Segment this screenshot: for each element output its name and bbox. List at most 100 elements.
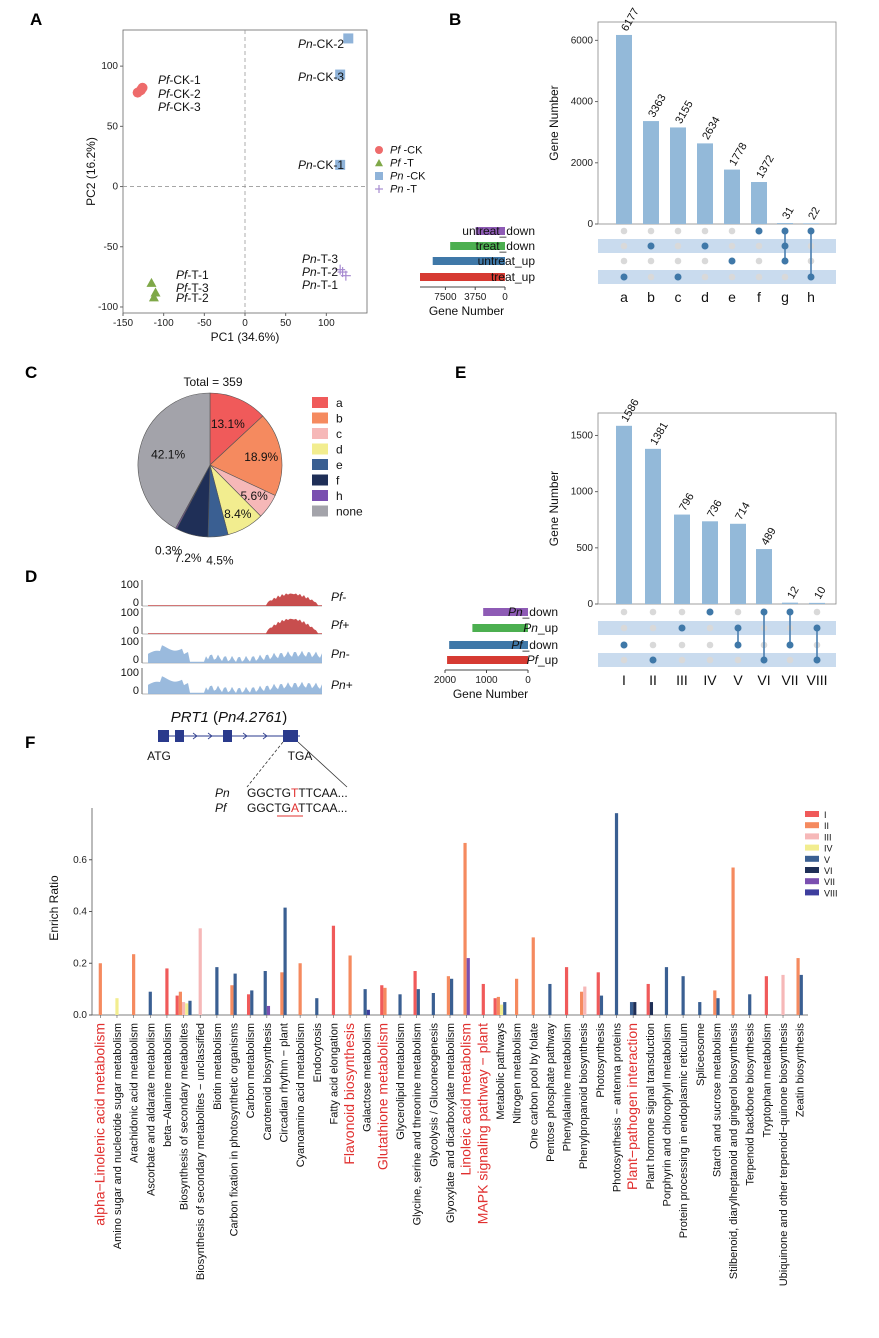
- enrich-bar: [230, 985, 234, 1015]
- data-point: [137, 82, 148, 93]
- category-label: VII: [781, 672, 798, 688]
- exon-block: [175, 730, 184, 742]
- legend-swatch: [805, 855, 819, 862]
- category-label: V: [733, 672, 743, 688]
- zoom-line-left: [246, 741, 284, 788]
- data-point: [375, 185, 383, 193]
- data-point: [335, 159, 346, 170]
- pathway-label: alpha−Linolenic acid metabolism: [91, 1023, 107, 1226]
- legend-swatch: [805, 844, 819, 851]
- pathway-label: Biosynthesis of secondary metabolites: [179, 1023, 191, 1211]
- upset-plot-b: 0 2000 4000 6000 Gene Number 6177 3363 31552634…: [420, 6, 837, 318]
- pca-scatter-plot: -150 -100 -50 0 50 100 100 50 0 -50 -100 PC1 (34.6%…: [84, 29, 426, 344]
- data-point: [146, 277, 157, 287]
- pathway-label: beta−Alanine metabolism: [162, 1023, 174, 1147]
- matrix-dot-empty: [647, 257, 655, 265]
- legend-swatch: [312, 443, 328, 455]
- legend-swatch: [805, 889, 819, 896]
- matrix-row-band: [598, 239, 836, 253]
- bar-III: [674, 514, 690, 604]
- enrich-bar: [681, 976, 685, 1015]
- data-point: [375, 172, 383, 180]
- enrich-bar: [599, 995, 604, 1015]
- category-label: b: [647, 289, 655, 305]
- seq-text: GGCTGTTTCAA...: [247, 786, 348, 800]
- matrix-dot-empty: [678, 608, 686, 616]
- y-tick-label: 0: [112, 182, 118, 193]
- matrix-dot-filled: [813, 624, 821, 632]
- seq-text: GGCTGATTCAA...: [247, 801, 347, 815]
- pathway-label: Glyoxylate and dicarboxylate metabolism: [445, 1023, 457, 1223]
- data-point: [340, 270, 351, 281]
- pie-slice-none: [137, 392, 211, 529]
- panel-letter-a: A: [30, 10, 42, 29]
- data-point: [343, 33, 354, 44]
- matrix-dot-filled: [734, 624, 742, 632]
- track-ymax-label: 100: [121, 579, 139, 591]
- x-tick-label: 100: [318, 318, 335, 329]
- x-axis-title: PC1 (34.6%): [211, 330, 280, 344]
- matrix-dot-filled: [760, 608, 768, 616]
- set-size-bar: [420, 273, 505, 281]
- matrix-dot-empty: [728, 227, 736, 235]
- seq-species: Pn: [215, 786, 230, 800]
- enrich-bar: [98, 963, 102, 1015]
- category-label: VI: [757, 672, 770, 688]
- enrich-bar: [298, 963, 302, 1015]
- pathway-label: Stilbenoid, diarylheptanoid and gingerol…: [728, 1023, 740, 1280]
- enrich-bar: [148, 991, 152, 1015]
- enrich-bar: [315, 998, 319, 1015]
- pathway-label: Amino sugar and nucleotide sugar metabol…: [112, 1023, 124, 1249]
- matrix-dot-filled: [813, 656, 821, 664]
- matrix-dot-empty: [734, 656, 742, 664]
- set-axis-title: Gene Number: [429, 304, 504, 318]
- category-label: II: [649, 672, 657, 688]
- set-label: Pf_up: [527, 653, 559, 667]
- enrich-bar: [266, 1005, 271, 1015]
- bar-value-label: 1778: [727, 141, 750, 168]
- matrix-dot-filled: [807, 273, 815, 281]
- enrich-bar: [348, 955, 352, 1015]
- y-tick-label: 0.4: [73, 907, 87, 918]
- bar-c: [670, 127, 686, 224]
- matrix-row-band: [598, 270, 836, 284]
- legend-label: a: [336, 396, 343, 410]
- matrix-dot-empty: [734, 608, 742, 616]
- enrich-bar: [496, 996, 500, 1015]
- y-tick-label: 0.2: [73, 958, 87, 969]
- set-size-bar: [475, 227, 505, 235]
- track-ymin-label: 0: [133, 685, 139, 697]
- category-label: e: [728, 289, 736, 305]
- pathway-label: Starch and sucrose metabolism: [711, 1023, 723, 1177]
- bar-b: [643, 121, 659, 224]
- legend-swatch: [805, 878, 819, 885]
- enrich-bar: [283, 907, 287, 1015]
- enrich-bar: [796, 958, 800, 1015]
- panel-letter-f: F: [25, 733, 35, 752]
- y-tick-label: 1000: [571, 487, 594, 498]
- x-tick-label: -150: [113, 318, 133, 329]
- panel-letter-e: E: [455, 363, 466, 382]
- legend-swatch: [312, 505, 328, 517]
- exon-block: [158, 730, 169, 742]
- bar-value-label: 714: [733, 500, 753, 522]
- set-tick-label: 2000: [434, 675, 457, 686]
- enrich-bar: [280, 972, 284, 1015]
- set-label: Pf_down: [511, 638, 558, 652]
- matrix-dot-empty: [706, 624, 714, 632]
- enrich-bar: [531, 937, 535, 1015]
- matrix-dot-filled: [781, 242, 789, 250]
- enrich-bar: [188, 1000, 192, 1015]
- y-tick-label: 0: [587, 599, 593, 610]
- set-tick-label: 0: [525, 675, 531, 686]
- pathway-label: Carbon fixation in photosynthetic organi…: [229, 1023, 241, 1237]
- category-label: a: [620, 289, 628, 305]
- enrich-bar: [215, 967, 219, 1015]
- enrich-bar: [698, 1002, 702, 1015]
- bar-value-label: 3155: [673, 99, 696, 126]
- pathway-label: Cyanoamino acid metabolism: [295, 1023, 307, 1167]
- pathway-label: Ascorbate and aldarate metabolism: [145, 1023, 157, 1196]
- pie-slice-label: 5.6%: [240, 489, 268, 503]
- strand-arrow: [192, 732, 198, 740]
- panel-letter-d: D: [25, 567, 37, 586]
